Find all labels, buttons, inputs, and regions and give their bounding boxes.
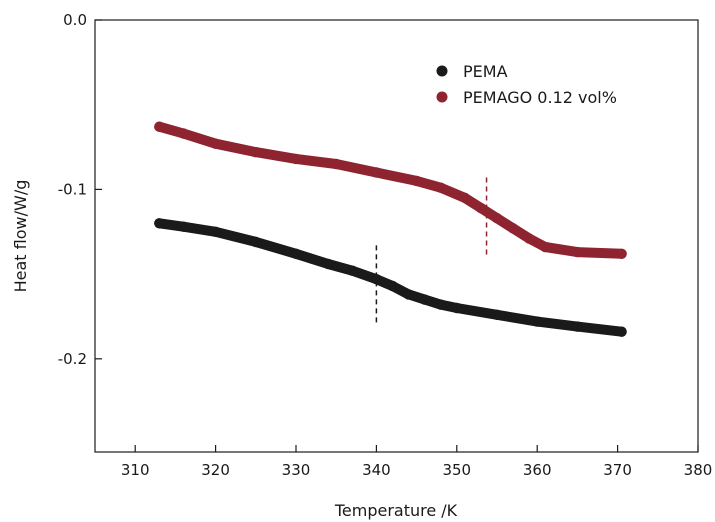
series-1-point-2 — [210, 138, 221, 149]
series-0-point-7 — [371, 274, 382, 285]
series-0-point-1 — [178, 221, 189, 232]
legend-marker-1 — [436, 91, 448, 103]
series-0-point-2 — [210, 226, 221, 237]
series-1-point-7 — [411, 175, 422, 187]
series-0-point-8 — [387, 280, 398, 292]
legend-label-0: PEMA — [463, 62, 508, 81]
series-1-point-16 — [616, 248, 627, 259]
series-1-point-4 — [290, 153, 302, 165]
x-tick-label-7: 380 — [684, 461, 713, 479]
y-tick-label-0: 0.0 — [63, 11, 87, 29]
x-tick-label-1: 320 — [201, 461, 230, 479]
legend-marker-0 — [436, 65, 448, 77]
x-axis-ticks: 310 320 330 340 350 360 370 380 — [121, 445, 712, 479]
series-0-point-15 — [572, 321, 583, 332]
series-0-point-12 — [451, 302, 462, 314]
series-1-point-1 — [178, 128, 189, 139]
series-line-0 — [154, 218, 627, 337]
series-0-point-16 — [616, 326, 627, 337]
data-series — [154, 121, 627, 337]
series-1-point-0 — [154, 121, 165, 132]
series-1-point-6 — [371, 167, 382, 178]
y-axis-ticks: 0.0 -0.1 -0.2 — [58, 11, 102, 368]
series-1-point-8 — [435, 182, 446, 193]
series-1-point-15 — [572, 246, 583, 258]
x-tick-label-3: 340 — [362, 461, 391, 479]
x-axis-label: Temperature /K — [334, 501, 458, 520]
series-1-point-5 — [331, 158, 342, 170]
series-0-point-0 — [154, 218, 165, 229]
series-1-point-11 — [491, 213, 503, 224]
series-0-point-3 — [250, 236, 261, 248]
x-tick-label-4: 350 — [442, 461, 471, 479]
series-1-point-3 — [250, 146, 261, 158]
series-0-point-4 — [290, 248, 302, 259]
series-1-point-12 — [507, 223, 519, 234]
series-0-point-14 — [532, 316, 543, 327]
series-0-point-9 — [403, 289, 414, 300]
series-1-point-9 — [459, 192, 471, 204]
series-0-point-13 — [491, 309, 503, 320]
legend-label-1: PEMAGO 0.12 vol% — [463, 88, 617, 107]
x-tick-label-0: 310 — [121, 461, 150, 479]
series-0-point-6 — [347, 265, 358, 276]
series-1-point-14 — [540, 241, 551, 253]
series-1-point-10 — [475, 202, 487, 214]
series-0-point-10 — [419, 294, 430, 305]
series-0-point-11 — [435, 299, 446, 310]
x-tick-label-6: 370 — [603, 461, 632, 479]
y-tick-label-1: -0.1 — [58, 180, 87, 198]
x-tick-label-5: 360 — [523, 461, 552, 479]
y-tick-label-2: -0.2 — [58, 350, 87, 368]
legend: PEMA PEMAGO 0.12 vol% — [436, 62, 617, 107]
y-axis-label: Heat flow/W/g — [11, 180, 30, 293]
x-tick-label-2: 330 — [282, 461, 311, 479]
series-0-point-5 — [322, 258, 334, 270]
series-1-point-13 — [523, 233, 535, 244]
plot-frame — [94, 19, 699, 453]
